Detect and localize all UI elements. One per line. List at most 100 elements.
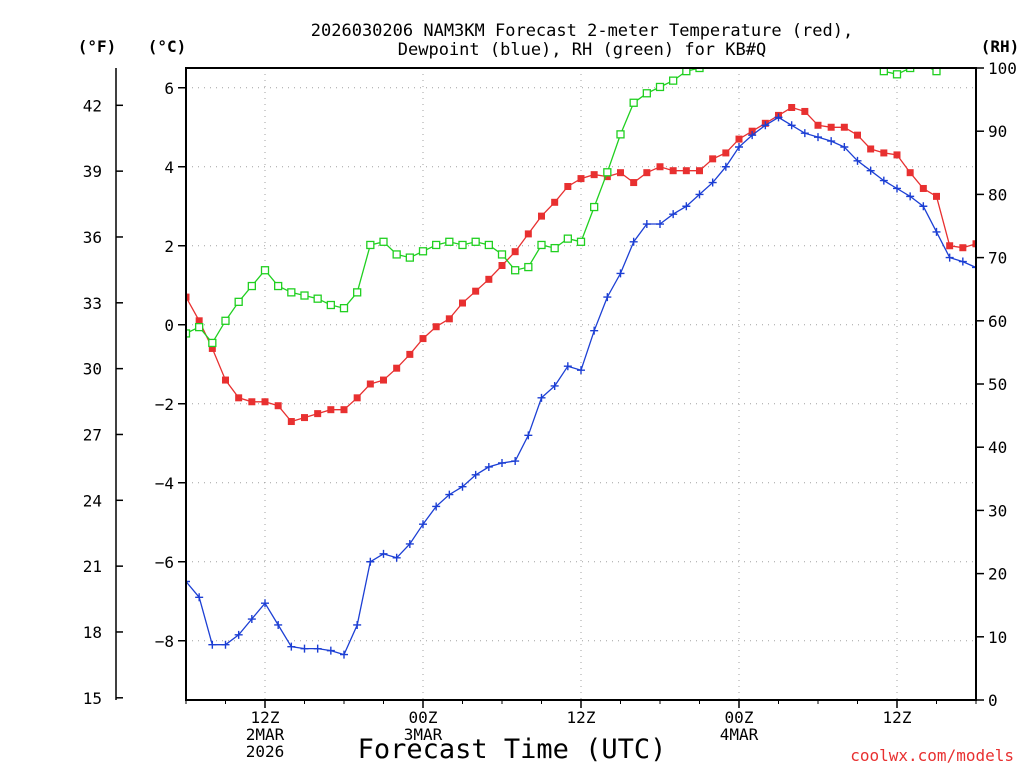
temperature-point [656,163,664,171]
rh-point [353,288,362,297]
temperature-point [630,179,638,187]
temperature-point [366,380,374,388]
series-dewpoint [186,113,993,659]
temperature-point [195,317,203,325]
temperature-point [933,192,940,200]
dewpoint-point [392,553,401,562]
c-axis-tick-label: 0 [164,316,174,335]
rh-point [932,68,941,76]
rh-point [867,58,874,65]
rh-point [946,49,953,56]
chart-title-line-2: Dewpoint (blue), RH (green) for KB#Q [398,40,766,60]
rh-point [186,329,191,338]
temperature-point [788,104,796,111]
x-axis-tick-label: 3MAR [404,725,443,744]
dewpoint-point [234,630,243,639]
dewpoint-point [682,202,691,211]
dewpoint-point [932,227,941,236]
rh-point [379,237,388,246]
series-rh [186,49,976,348]
rh-axis-tick-label: 30 [988,501,1007,520]
rh-point [405,253,414,262]
temperature-point [248,398,256,406]
c-axis-tick-label: 6 [164,79,174,98]
rh-point [841,55,848,62]
rh-point [445,237,454,246]
dewpoint-point [471,470,480,479]
rh-point [300,291,309,300]
rh-axis-tick-label: 80 [988,185,1007,204]
dewpoint-point [616,269,625,278]
rh-point [879,68,888,76]
dewpoint-point [708,178,717,187]
dewpoint-point [366,557,375,566]
dewpoint-point [208,640,217,649]
dewpoint-point [985,269,993,277]
dewpoint-point [853,156,862,165]
rh-point [287,288,296,297]
rh-point [629,98,638,107]
temperature-point [906,169,914,177]
watermark: coolwx.com/models [850,746,1014,765]
x-axis-tick-label: 12Z [251,708,280,727]
rh-axis-tick-label: 0 [988,691,998,710]
temperature-point [353,394,361,402]
dewpoint-point [774,113,783,122]
dewpoint-point [379,549,388,558]
rh-point [563,234,572,243]
c-axis-tick-label: 4 [164,158,174,177]
dewpoint-point [432,502,441,511]
dewpoint-point [695,190,704,199]
temperature-point [186,293,190,301]
dewpoint-point [800,129,809,138]
dewpoint-point [866,166,875,175]
temperature-point [603,173,611,181]
temperature-point [498,262,506,269]
rh-point [247,281,256,291]
rh-point [669,76,678,85]
dewpoint-point [787,121,796,130]
rh-point [682,68,691,76]
c-axis-tick-label: −6 [155,553,174,572]
rh-point [234,297,243,306]
x-axis-tick-label: 00Z [725,708,754,727]
temperature-point [814,121,822,129]
x-axis-title: Forecast Time (UTC) [358,734,667,765]
rh-point [590,202,599,212]
c-axis-tick-label: −4 [155,474,174,493]
temperature-point [445,315,453,323]
dewpoint-point [577,366,585,375]
dewpoint-point [629,237,638,246]
rh-point [432,240,441,250]
c-axis-tick-label: −2 [155,395,174,414]
rh-point [313,294,322,303]
dewpoint-point [313,644,322,653]
dewpoint-point [656,220,664,229]
temperature-point [459,299,466,307]
x-axis-tick-label: 12Z [567,708,596,727]
f-axis-tick-label: 21 [83,557,102,576]
temperature-point [880,149,888,157]
temperature-point [709,155,717,163]
x-axis-tick-label: 00Z [409,708,438,727]
temperature-point [919,184,927,192]
temperature-point [274,402,282,410]
c-axis-tick-label: 2 [164,237,174,256]
rh-point [195,322,204,332]
dewpoint-point [300,644,309,653]
rh-axis-tick-label: 10 [988,628,1007,647]
temperature-point [840,123,848,131]
temperature-point [472,287,480,295]
temperature-point [564,183,572,190]
dewpoint-point [340,650,348,659]
rh-point [695,68,704,73]
rh-axis-tick-label: 40 [988,438,1007,457]
outer-axis-unit-label: (°F) [78,37,117,56]
f-axis-tick-label: 39 [83,162,102,181]
rh-point [274,281,283,291]
f-axis-tick-label: 42 [83,96,102,115]
rh-point [801,55,808,62]
dewpoint-point [537,393,546,402]
rh-point [418,247,428,256]
